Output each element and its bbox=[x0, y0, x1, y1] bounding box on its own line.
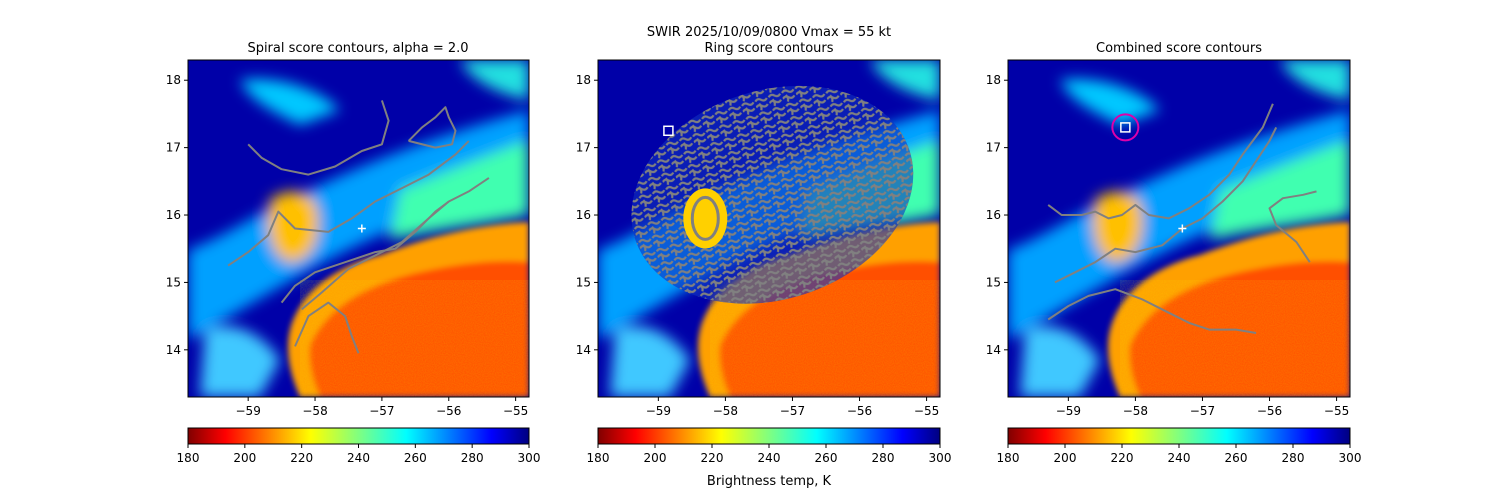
score-contour bbox=[280, 200, 450, 304]
colorbar-tick-label: 200 bbox=[233, 451, 256, 465]
colorbar-tick-label: 220 bbox=[701, 451, 724, 465]
y-tick-label: 18 bbox=[576, 73, 591, 87]
score-contour bbox=[1047, 103, 1274, 220]
x-tick-label: −59 bbox=[646, 404, 671, 418]
colorbar-tick-label: 220 bbox=[290, 451, 313, 465]
center-plus-marker bbox=[357, 224, 366, 233]
score-contour bbox=[227, 140, 470, 267]
x-tick-label: −56 bbox=[1257, 404, 1282, 418]
colorbar-tick-label: 180 bbox=[177, 451, 200, 465]
center-square-marker bbox=[663, 125, 674, 137]
colorbar-tick-label: 300 bbox=[929, 451, 952, 465]
axes-frame bbox=[597, 59, 941, 398]
axes-frame bbox=[187, 59, 530, 398]
score-contour bbox=[1268, 190, 1317, 263]
y-tick-label: 15 bbox=[576, 275, 591, 289]
colorbar-tick-label: 260 bbox=[1225, 451, 1248, 465]
x-tick-label: −58 bbox=[1123, 404, 1148, 418]
y-tick-label: 17 bbox=[576, 141, 591, 155]
spiral-contours bbox=[227, 100, 490, 354]
y-tick-label: 17 bbox=[986, 141, 1001, 155]
panel-title: Ring score contours bbox=[704, 41, 833, 56]
x-tick-label: −58 bbox=[302, 404, 327, 418]
axis-ticks: −59 −58 −57 −56 −55 14 15 16 17 18 bbox=[576, 73, 940, 418]
colorbar-tick-label: 280 bbox=[461, 451, 484, 465]
score-contour bbox=[1047, 288, 1257, 334]
score-contour bbox=[247, 100, 390, 176]
y-tick-label: 14 bbox=[986, 343, 1001, 357]
colorbar-tick-label: 180 bbox=[997, 451, 1020, 465]
score-contour bbox=[294, 301, 360, 354]
y-tick-label: 17 bbox=[166, 141, 181, 155]
spiral-score-panel: Spiral score contours, alpha = 2.0 −59 −5… bbox=[166, 41, 541, 465]
brightness-temp-heatmap bbox=[188, 60, 529, 397]
x-tick-label: −57 bbox=[1190, 404, 1215, 418]
x-tick-label: −59 bbox=[1056, 404, 1081, 418]
eye-feature bbox=[683, 188, 728, 249]
figure-title: SWIR 2025/10/09/0800 Vmax = 55 kt bbox=[647, 25, 891, 40]
y-tick-label: 14 bbox=[166, 343, 181, 357]
x-tick-label: −56 bbox=[436, 404, 461, 418]
colorbar-tick-label: 240 bbox=[1168, 451, 1191, 465]
colorbar: 180 200 220 240 260 280 300 bbox=[177, 427, 541, 465]
y-tick-label: 18 bbox=[166, 73, 181, 87]
x-tick-label: −57 bbox=[780, 404, 805, 418]
colorbar-tick-label: 220 bbox=[1111, 451, 1134, 465]
colorbar-tick-label: 260 bbox=[815, 451, 838, 465]
center-square-marker bbox=[1120, 122, 1131, 133]
brightness-temp-heatmap bbox=[598, 60, 940, 397]
axis-ticks: −59 −58 −57 −56 −55 14 15 16 17 18 bbox=[986, 73, 1350, 418]
y-tick-label: 16 bbox=[166, 208, 181, 222]
score-contour bbox=[407, 106, 457, 149]
eye-contour bbox=[690, 195, 720, 241]
colorbar: 180 200 220 240 260 280 300 bbox=[587, 427, 952, 465]
colorbar-tick-label: 280 bbox=[872, 451, 895, 465]
panel-title: Spiral score contours, alpha = 2.0 bbox=[247, 41, 468, 56]
brightness-temp-heatmap bbox=[1008, 60, 1350, 397]
colorbar-gradient bbox=[1007, 427, 1351, 445]
y-tick-label: 14 bbox=[576, 343, 591, 357]
y-tick-label: 15 bbox=[166, 275, 181, 289]
colorbar-label: Brightness temp, K bbox=[707, 474, 832, 489]
x-tick-label: −55 bbox=[1324, 404, 1349, 418]
axes-frame bbox=[1007, 59, 1351, 398]
colorbar-tick-label: 300 bbox=[518, 451, 541, 465]
x-tick-label: −57 bbox=[369, 404, 394, 418]
colorbar-tick-label: 180 bbox=[587, 451, 610, 465]
y-tick-label: 16 bbox=[576, 208, 591, 222]
y-tick-label: 18 bbox=[986, 73, 1001, 87]
colorbar-tick-label: 280 bbox=[1282, 451, 1305, 465]
center-plus-marker bbox=[1178, 224, 1187, 233]
axis-ticks: −59 −58 −57 −56 −55 14 15 16 17 18 bbox=[166, 73, 529, 418]
ring-score-panel: Ring score contours −59 −58 −57 −56 −55 14 15 1… bbox=[576, 41, 952, 489]
colorbar-tick-label: 200 bbox=[1054, 451, 1077, 465]
panel-markers bbox=[663, 125, 674, 137]
panel-title: Combined score contours bbox=[1096, 41, 1262, 56]
colorbar-tick-label: 240 bbox=[758, 451, 781, 465]
panel-markers bbox=[357, 224, 366, 233]
x-tick-label: −55 bbox=[914, 404, 939, 418]
x-tick-label: −55 bbox=[503, 404, 528, 418]
colorbar-gradient bbox=[597, 427, 941, 445]
colorbar-tick-label: 260 bbox=[404, 451, 427, 465]
y-tick-label: 15 bbox=[986, 275, 1001, 289]
x-tick-label: −59 bbox=[236, 404, 261, 418]
colorbar-tick-label: 300 bbox=[1339, 451, 1362, 465]
combined-score-panel: Combined score contours −59 −58 −57 −56 −55 1… bbox=[986, 41, 1362, 465]
ring-score-contours bbox=[631, 85, 914, 304]
colorbar-tick-label: 240 bbox=[347, 451, 370, 465]
center-circle-marker bbox=[1111, 113, 1140, 142]
y-tick-label: 16 bbox=[986, 208, 1001, 222]
ring-contour-texture bbox=[631, 85, 914, 304]
x-tick-label: −58 bbox=[713, 404, 738, 418]
colorbar: 180 200 220 240 260 280 300 bbox=[997, 427, 1362, 465]
panel-markers bbox=[1111, 113, 1187, 233]
x-tick-label: −56 bbox=[847, 404, 872, 418]
colorbar-gradient bbox=[187, 427, 530, 445]
colorbar-tick-label: 200 bbox=[644, 451, 667, 465]
